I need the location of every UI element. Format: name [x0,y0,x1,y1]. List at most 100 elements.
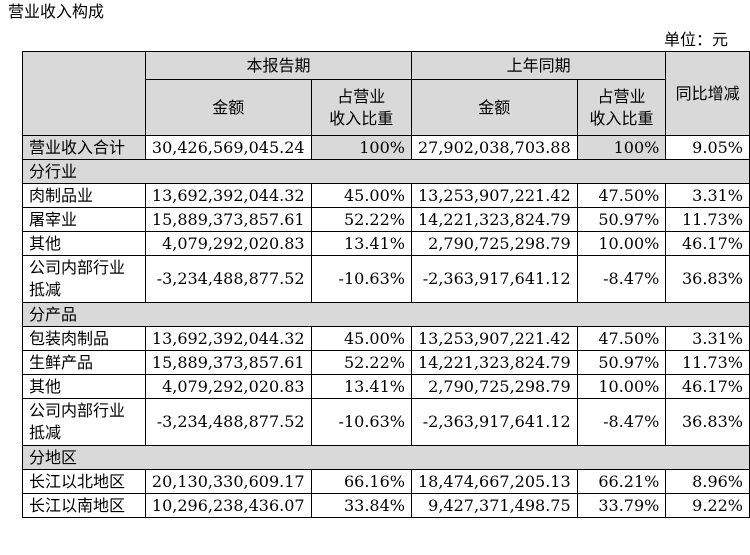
row-label-line1: 长江以南地区 [29,496,125,515]
cell-yoy: 3.31% [666,184,750,208]
cell-prev-share: 10.00% [577,232,666,256]
table-row: 长江以北地区 20,130,330,609.17 66.16% 18,474,667,… [23,470,750,494]
cell-prev-share: 50.97% [577,351,666,375]
cell-prev-amount: 18,474,667,205.13 [411,470,577,494]
cell-cur-share: 52.22% [311,351,411,375]
cell-cur-amount: 20,130,330,609.17 [145,470,311,494]
section-row: 分产品 [23,303,750,327]
cell-prev-amount: 14,221,323,824.79 [411,351,577,375]
row-label-line2: 抵减 [29,423,61,442]
cell-prev-share: 47.50% [577,327,666,351]
row-label-line1: 其他 [29,234,61,253]
total-prev-share: 100% [577,136,666,160]
table-row: 生鲜产品 15,889,373,857.61 52.22% 14,221,323,82… [23,351,750,375]
cell-yoy: 11.73% [666,351,750,375]
row-label-line1: 其他 [29,377,61,396]
cell-cur-share: 45.00% [311,327,411,351]
cell-cur-amount: 10,296,238,436.07 [145,494,311,518]
cell-cur-amount: -3,234,488,877.52 [145,256,311,303]
total-prev-amount: 27,902,038,703.88 [411,136,577,160]
cell-yoy: 36.83% [666,399,750,446]
table-row: 公司内部行业 抵减 -3,234,488,877.52 -10.63% -2,363,9… [23,399,750,446]
section-row: 分行业 [23,160,750,184]
row-label: 包装肉制品 [23,327,146,351]
total-row: 营业收入合计 30,426,569,045.24 100% 27,902,038… [23,136,750,160]
row-label: 公司内部行业 抵减 [23,399,146,446]
cell-prev-amount: 2,790,725,298.79 [411,232,577,256]
cell-cur-amount: 15,889,373,857.61 [145,351,311,375]
header-prev-amount: 金额 [411,80,577,136]
table-row: 肉制品业 13,692,392,044.32 45.00% 13,253,907,22… [23,184,750,208]
cell-cur-amount: 15,889,373,857.61 [145,208,311,232]
cell-cur-amount: 4,079,292,020.83 [145,232,311,256]
cell-cur-share: 52.22% [311,208,411,232]
table-row: 包装肉制品 13,692,392,044.32 45.00% 13,253,907,2… [23,327,750,351]
row-label-line1: 生鲜产品 [29,353,93,372]
revenue-table: 本报告期 上年同期 同比增减 金额 占营业 收入比重 金额 占营业 收入比重 营业收… [22,51,750,518]
section-row: 分地区 [23,446,750,470]
cell-cur-amount: 13,692,392,044.32 [145,184,311,208]
cell-prev-amount: 14,221,323,824.79 [411,208,577,232]
cell-cur-share: 33.84% [311,494,411,518]
cell-prev-share: -8.47% [577,399,666,446]
cell-cur-share: -10.63% [311,256,411,303]
total-cur-amount: 30,426,569,045.24 [145,136,311,160]
cell-yoy: 3.31% [666,327,750,351]
header-yoy: 同比增减 [666,52,750,136]
cell-prev-amount: 9,427,371,498.75 [411,494,577,518]
cell-prev-share: 33.79% [577,494,666,518]
header-prev-share: 占营业 收入比重 [577,80,666,136]
total-cur-share: 100% [311,136,411,160]
cell-cur-amount: -3,234,488,877.52 [145,399,311,446]
cell-cur-share: 13.41% [311,375,411,399]
row-label-line1: 肉制品业 [29,186,93,205]
cell-prev-amount: -2,363,917,641.12 [411,256,577,303]
cell-prev-amount: 13,253,907,221.42 [411,184,577,208]
header-current-period: 本报告期 [145,52,411,80]
row-label: 肉制品业 [23,184,146,208]
cell-yoy: 36.83% [666,256,750,303]
cell-prev-share: 47.50% [577,184,666,208]
header-cur-share: 占营业 收入比重 [311,80,411,136]
row-label: 其他 [23,232,146,256]
header-cur-share-line1: 占营业 [337,87,385,106]
row-label: 长江以北地区 [23,470,146,494]
cell-prev-share: 50.97% [577,208,666,232]
total-yoy: 9.05% [666,136,750,160]
page-title: 营业收入构成 [8,2,104,22]
cell-yoy: 8.96% [666,470,750,494]
header-row-top: 本报告期 上年同期 同比增减 [23,52,750,80]
cell-cur-amount: 4,079,292,020.83 [145,375,311,399]
cell-yoy: 9.22% [666,494,750,518]
table-row: 其他 4,079,292,020.83 13.41% 2,790,725,298.79… [23,232,750,256]
cell-prev-share: -8.47% [577,256,666,303]
row-label-line2: 抵减 [29,280,61,299]
cell-prev-amount: -2,363,917,641.12 [411,399,577,446]
cell-yoy: 46.17% [666,232,750,256]
row-label: 屠宰业 [23,208,146,232]
row-label-line1: 长江以北地区 [29,472,125,491]
cell-cur-share: -10.63% [311,399,411,446]
cell-yoy: 46.17% [666,375,750,399]
header-cur-share-line2: 收入比重 [329,109,393,128]
table-row: 公司内部行业 抵减 -3,234,488,877.52 -10.63% -2,363,9… [23,256,750,303]
header-cur-amount: 金额 [145,80,311,136]
table-row: 长江以南地区 10,296,238,436.07 33.84% 9,427,371,4… [23,494,750,518]
row-label-line1: 公司内部行业 [29,401,125,420]
cell-cur-amount: 13,692,392,044.32 [145,327,311,351]
cell-cur-share: 13.41% [311,232,411,256]
header-prev-share-line1: 占营业 [598,87,646,106]
section-title: 分产品 [23,303,750,327]
header-prior-period: 上年同期 [411,52,665,80]
cell-cur-share: 45.00% [311,184,411,208]
row-label: 公司内部行业 抵减 [23,256,146,303]
cell-prev-amount: 2,790,725,298.79 [411,375,577,399]
row-label: 其他 [23,375,146,399]
row-label-line1: 公司内部行业 [29,258,125,277]
row-label: 长江以南地区 [23,494,146,518]
unit-label: 单位：元 [664,30,728,50]
table-row: 屠宰业 15,889,373,857.61 52.22% 14,221,323,824… [23,208,750,232]
section-title: 分行业 [23,160,750,184]
row-label-line1: 包装肉制品 [29,329,109,348]
section-title: 分地区 [23,446,750,470]
